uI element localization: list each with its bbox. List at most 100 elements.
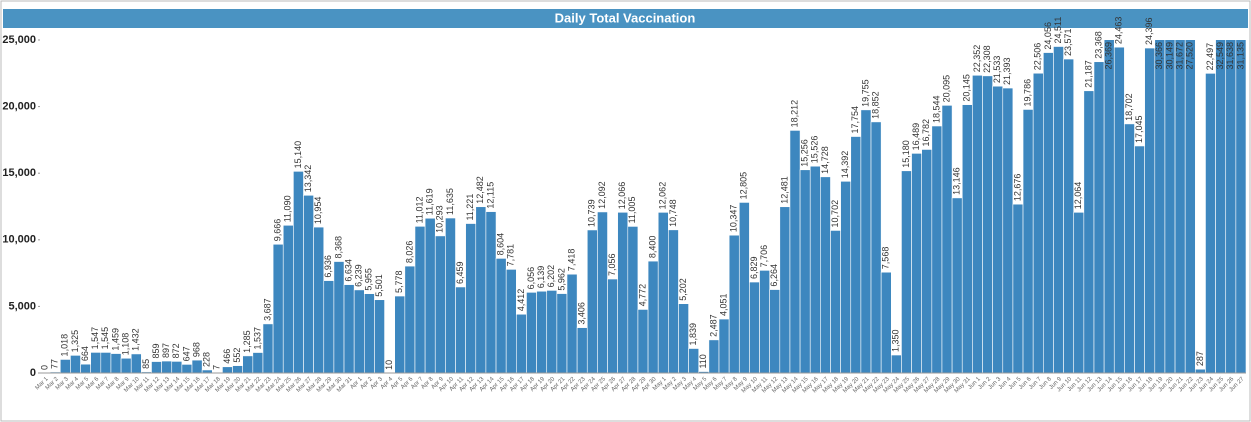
bar bbox=[445, 217, 456, 373]
bar bbox=[850, 136, 862, 373]
value-label: 32,549 bbox=[1215, 42, 1225, 70]
value-label: 11,221 bbox=[465, 194, 475, 221]
value-label: 1,547 bbox=[90, 327, 100, 350]
bar bbox=[282, 224, 294, 373]
value-label: 5,778 bbox=[394, 271, 404, 294]
value-label: 7 bbox=[212, 365, 222, 370]
bar bbox=[931, 125, 943, 373]
bar bbox=[181, 364, 193, 373]
plot-area bbox=[49, 40, 1246, 373]
value-label: 10,739 bbox=[587, 199, 597, 227]
bar bbox=[465, 223, 477, 373]
value-label: 15,140 bbox=[293, 141, 303, 169]
value-label: 21,533 bbox=[992, 56, 1002, 84]
y-tick-label: 10,000 bbox=[2, 234, 36, 246]
bar bbox=[353, 289, 365, 373]
value-label: 4,412 bbox=[516, 289, 526, 312]
value-label: 552 bbox=[232, 348, 242, 363]
value-label: 22,308 bbox=[982, 45, 992, 73]
value-label: 1,018 bbox=[60, 334, 70, 357]
bar bbox=[830, 230, 841, 373]
bar bbox=[749, 281, 760, 373]
bar bbox=[536, 290, 548, 373]
bar bbox=[526, 292, 537, 373]
bar bbox=[414, 226, 426, 373]
value-label: 24,511 bbox=[1053, 17, 1063, 44]
value-label: 6,634 bbox=[343, 259, 353, 282]
bar bbox=[647, 260, 659, 373]
value-label: 30,149 bbox=[1164, 42, 1174, 70]
bar bbox=[657, 212, 669, 373]
value-label: 6,459 bbox=[455, 261, 465, 284]
value-label: 110 bbox=[698, 354, 708, 368]
value-label: 22,497 bbox=[1205, 43, 1215, 71]
bar bbox=[313, 226, 325, 373]
bar bbox=[1043, 52, 1054, 373]
bar bbox=[738, 202, 750, 373]
bar bbox=[586, 229, 598, 373]
value-label: 12,482 bbox=[475, 176, 485, 204]
value-label: 7,056 bbox=[607, 253, 617, 276]
bar bbox=[1235, 40, 1246, 373]
value-label: 12,481 bbox=[779, 176, 789, 204]
bar bbox=[59, 359, 71, 373]
value-label: 21,393 bbox=[1002, 58, 1012, 86]
bar bbox=[171, 361, 183, 373]
value-label: 3,406 bbox=[577, 302, 587, 325]
value-label: 6,202 bbox=[546, 265, 556, 288]
bar bbox=[637, 309, 649, 373]
value-label: 7,706 bbox=[759, 245, 769, 268]
value-label: 30,366 bbox=[1154, 42, 1164, 70]
value-label: 10,748 bbox=[668, 199, 678, 227]
bar bbox=[80, 363, 91, 373]
bar bbox=[262, 323, 274, 373]
value-label: 12,805 bbox=[739, 172, 749, 200]
value-label: 8,604 bbox=[495, 233, 505, 256]
value-label: 1,432 bbox=[131, 328, 141, 351]
value-label: 1,325 bbox=[70, 330, 80, 353]
bar bbox=[961, 104, 973, 373]
value-label: 11,005 bbox=[627, 197, 637, 224]
value-label: 31,638 bbox=[1225, 42, 1235, 70]
value-label: 20,095 bbox=[941, 75, 951, 103]
bar bbox=[860, 109, 872, 373]
bar bbox=[434, 235, 446, 373]
bar bbox=[607, 278, 618, 373]
value-label: 9,666 bbox=[273, 219, 283, 242]
bar bbox=[364, 293, 375, 373]
bar bbox=[982, 75, 993, 373]
bar bbox=[242, 355, 254, 373]
bar bbox=[576, 327, 588, 373]
bar bbox=[201, 369, 213, 373]
value-label: 8,368 bbox=[333, 236, 343, 259]
bar bbox=[799, 169, 811, 373]
value-label: 17,754 bbox=[850, 106, 860, 134]
value-label: 8,400 bbox=[648, 236, 658, 259]
bar bbox=[597, 211, 608, 373]
value-label: 7,568 bbox=[881, 247, 891, 270]
bar bbox=[809, 165, 821, 373]
bar bbox=[880, 271, 892, 373]
value-label: 5,955 bbox=[364, 268, 374, 291]
bar bbox=[505, 269, 517, 373]
value-label: 12,064 bbox=[1073, 182, 1083, 210]
value-label: 22,352 bbox=[972, 45, 982, 73]
value-label: 10 bbox=[384, 360, 394, 370]
bar bbox=[516, 313, 527, 373]
value-label: 18,212 bbox=[789, 100, 799, 128]
value-label: 4,772 bbox=[637, 284, 647, 307]
value-label: 24,463 bbox=[1114, 17, 1124, 45]
bar bbox=[870, 121, 882, 373]
value-label: 18,852 bbox=[870, 91, 880, 119]
value-label: 11,619 bbox=[425, 188, 435, 215]
value-label: 6,829 bbox=[749, 257, 759, 280]
value-label: 16,782 bbox=[921, 119, 931, 147]
bar bbox=[728, 234, 740, 373]
value-label: 19,786 bbox=[1022, 79, 1032, 107]
y-tick-label: 25,000 bbox=[2, 34, 36, 46]
bar bbox=[921, 149, 933, 373]
value-label: 1,285 bbox=[242, 330, 252, 353]
value-label: 5,202 bbox=[678, 278, 688, 301]
bar bbox=[1002, 87, 1014, 373]
bar bbox=[708, 339, 720, 373]
